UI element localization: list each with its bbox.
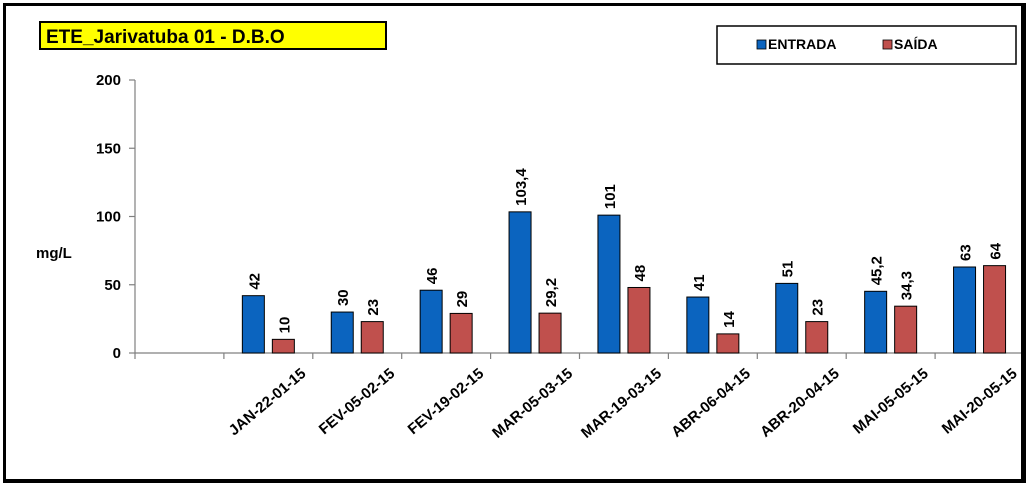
x-tick-label: MAR-19-03-15 [578, 365, 665, 442]
chart-frame: ETE_Jarivatuba 01 - D.B.O ENTRADA SAÍDA … [3, 3, 1026, 483]
bar-entrada [864, 290, 888, 354]
bar-entrada [953, 266, 977, 354]
data-label: 23 [810, 299, 827, 316]
legend-label-entrada: ENTRADA [768, 36, 836, 52]
data-label: 42 [246, 273, 263, 290]
y-tick-label: 0 [113, 345, 121, 362]
y-tick-label: 200 [96, 72, 121, 89]
x-tick-label: FEV-05-02-15 [316, 365, 398, 438]
x-tick-label: MAR-05-03-15 [489, 365, 576, 442]
y-tick-label: 100 [96, 209, 121, 226]
data-labels: 42 30 46 103,4 101 41 51 45,2 63 10 23 29 29,2 48 14 23… [246, 168, 1004, 334]
bar-entrada [686, 296, 710, 354]
data-label: 30 [335, 289, 352, 306]
x-tick-label: MAI-05-05-15 [850, 365, 932, 438]
data-label: 41 [691, 274, 708, 291]
x-tick-label: FEV-19-02-15 [405, 365, 487, 438]
x-tick-label: ABR-06-04-15 [668, 365, 754, 441]
bar-entrada [419, 289, 443, 354]
data-label: 29 [454, 291, 471, 308]
x-tick-labels: JAN-22-01-15 FEV-05-02-15 FEV-19-02-15 MAR-… [226, 365, 1021, 442]
x-tick-label: JAN-22-01-15 [226, 365, 310, 439]
data-label: 34,3 [899, 271, 916, 300]
bar-entrada [775, 282, 799, 354]
data-label: 101 [602, 184, 619, 209]
bar-saida [538, 312, 562, 354]
bars [241, 211, 1007, 354]
legend-label-saida: SAÍDA [894, 36, 938, 52]
data-label: 51 [780, 261, 797, 278]
data-label: 23 [365, 299, 382, 316]
data-label: 63 [958, 244, 975, 261]
x-tick-label: ABR-20-04-15 [757, 365, 843, 441]
bar-saida [627, 286, 651, 354]
data-label: 48 [632, 265, 649, 282]
legend-swatch-entrada [756, 39, 767, 50]
bar-saida [360, 321, 384, 354]
bar-entrada [241, 295, 265, 354]
data-label: 14 [721, 311, 738, 328]
y-tick-label: 150 [96, 140, 121, 157]
bar-saida [983, 265, 1007, 354]
bar-chart: ETE_Jarivatuba 01 - D.B.O ENTRADA SAÍDA … [36, 21, 1021, 442]
bar-saida [716, 333, 740, 354]
data-label: 64 [988, 242, 1005, 259]
data-label: 45,2 [869, 256, 886, 285]
data-label: 29,2 [543, 278, 560, 307]
chart-title: ETE_Jarivatuba 01 - D.B.O [46, 27, 285, 48]
bar-saida [894, 305, 918, 354]
data-label: 103,4 [513, 168, 530, 206]
bar-entrada [330, 311, 354, 354]
bar-entrada [597, 214, 621, 354]
y-axis-label: mg/L [36, 245, 72, 262]
bar-saida [449, 312, 473, 354]
data-label: 46 [424, 268, 441, 285]
bar-saida [805, 321, 829, 354]
data-label: 10 [276, 317, 293, 334]
bar-saida [271, 338, 295, 354]
bar-entrada [508, 211, 532, 354]
legend: ENTRADA SAÍDA [716, 25, 1017, 65]
x-tick-label: MAI-20-05-15 [939, 365, 1021, 438]
y-tick-label: 50 [104, 277, 121, 294]
chart-title-box: ETE_Jarivatuba 01 - D.B.O [39, 21, 387, 50]
legend-swatch-saida [882, 39, 893, 50]
